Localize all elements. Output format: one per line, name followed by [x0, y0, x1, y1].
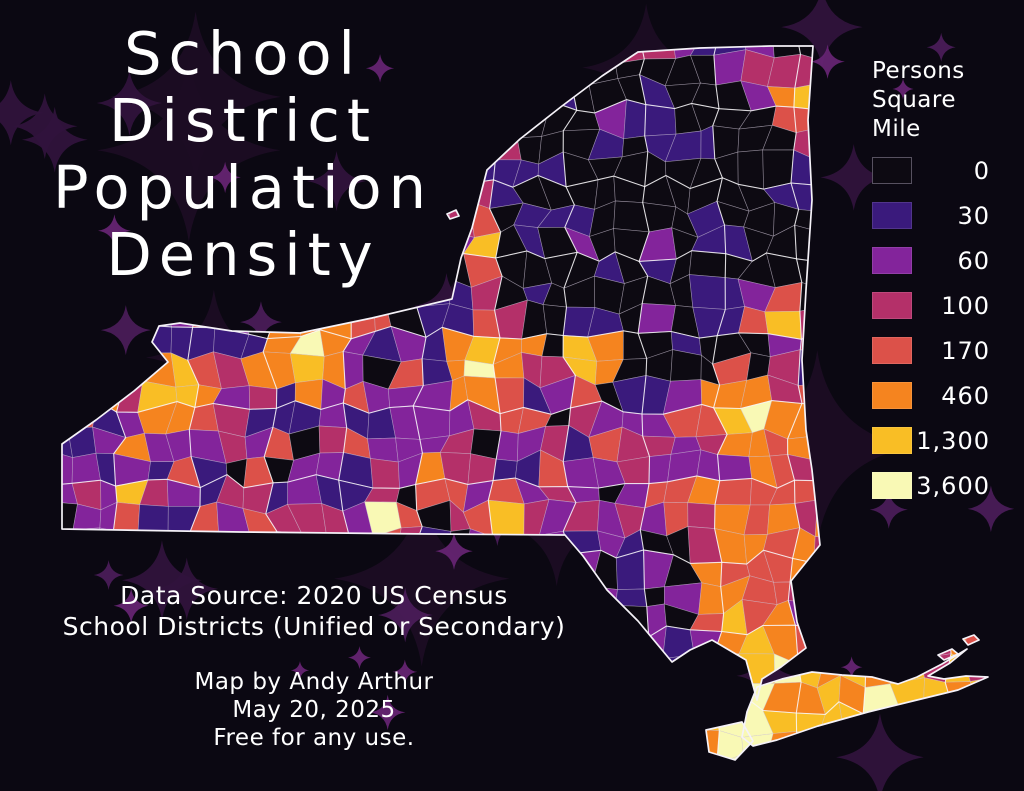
legend-swatch — [872, 427, 912, 454]
title-line-2: District — [109, 86, 377, 155]
title-line-3: Population — [53, 153, 433, 222]
legend-label: 1,300 — [916, 426, 990, 455]
legend-swatch — [872, 337, 912, 364]
legend-swatch — [872, 202, 912, 229]
legend-title: Persons Square Mile — [872, 57, 990, 144]
legend-title-line-1: Persons — [872, 58, 965, 84]
credit-note: Map by Andy Arthur May 20, 2025 Free for… — [14, 668, 614, 752]
legend-label: 460 — [941, 381, 990, 410]
legend-swatch — [872, 157, 912, 184]
legend-label: 100 — [941, 291, 990, 320]
legend-item: 100 — [872, 291, 990, 320]
legend: Persons Square Mile 0 30 60 100 170 460 1,300 3… — [872, 57, 990, 517]
legend-item: 460 — [872, 381, 990, 410]
legend-item: 60 — [872, 246, 990, 275]
data-source-line-2: School Districts (Unified or Secondary) — [62, 612, 566, 641]
legend-label: 3,600 — [916, 471, 990, 500]
legend-item: 3,600 — [872, 471, 990, 500]
legend-label: 170 — [941, 336, 990, 365]
legend-label: 30 — [957, 201, 990, 230]
credit-author: Map by Andy Arthur — [194, 669, 434, 695]
credit-license: Free for any use. — [213, 725, 415, 751]
legend-item: 1,300 — [872, 426, 990, 455]
legend-swatch — [872, 292, 912, 319]
legend-title-line-3: Mile — [872, 116, 921, 142]
title-line-4: Density — [106, 220, 380, 289]
legend-swatch — [872, 472, 912, 499]
legend-item: 30 — [872, 201, 990, 230]
legend-label: 0 — [973, 156, 990, 185]
legend-item: 0 — [872, 156, 990, 185]
data-source-line-1: Data Source: 2020 US Census — [120, 581, 508, 610]
credit-date: May 20, 2025 — [232, 697, 396, 723]
data-source-note: Data Source: 2020 US Census School Distr… — [14, 580, 614, 642]
map-title: School District Population Density — [0, 20, 486, 288]
title-line-1: School — [124, 19, 362, 88]
legend-swatch — [872, 382, 912, 409]
legend-label: 60 — [957, 246, 990, 275]
legend-title-line-2: Square — [872, 87, 956, 113]
legend-items: 0 30 60 100 170 460 1,300 3,600 — [872, 156, 990, 500]
legend-item: 170 — [872, 336, 990, 365]
legend-swatch — [872, 247, 912, 274]
